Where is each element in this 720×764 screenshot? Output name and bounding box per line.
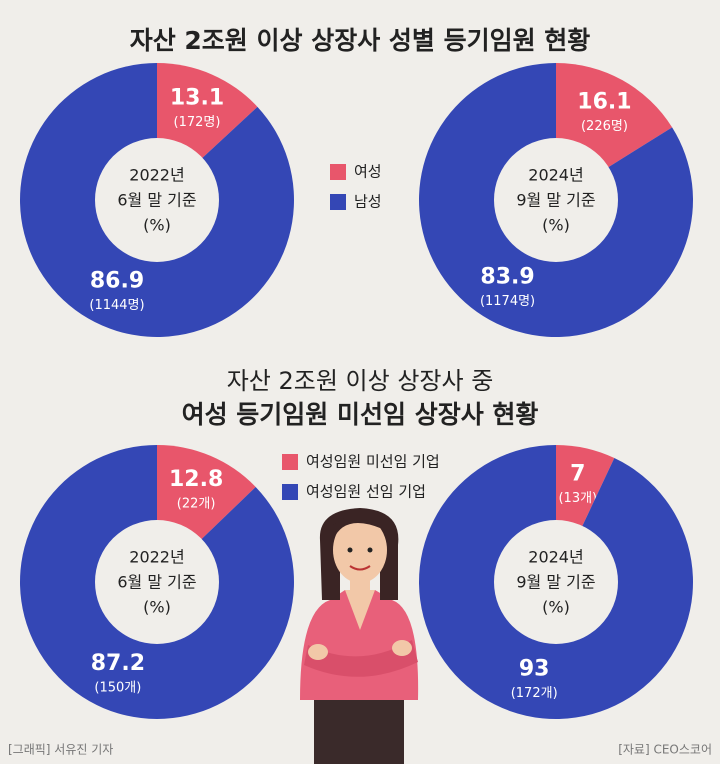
value-label: 12.8 bbox=[169, 467, 223, 492]
donut-hole bbox=[494, 520, 618, 644]
legend-label: 여성 bbox=[354, 163, 382, 181]
count-label: (172개) bbox=[511, 686, 558, 701]
center-label: 2022년 bbox=[129, 548, 184, 567]
donut-hole bbox=[95, 520, 219, 644]
center-label: 2024년 bbox=[528, 166, 583, 185]
center-label: 9월 말 기준 bbox=[516, 191, 595, 210]
value-label: 93 bbox=[519, 657, 550, 682]
center-label: 9월 말 기준 bbox=[516, 573, 595, 592]
count-label: (1144명) bbox=[89, 298, 144, 313]
heading: 자산 2조원 이상 상장사 중 bbox=[227, 367, 494, 395]
heading: 여성 등기임원 미선임 상장사 현황 bbox=[182, 400, 539, 429]
center-label: (%) bbox=[542, 216, 570, 235]
donut-hole bbox=[494, 138, 618, 262]
heading: 자산 2조원 이상 상장사 성별 등기임원 현황 bbox=[130, 26, 591, 55]
count-label: (150개) bbox=[94, 681, 141, 696]
center-label: 2022년 bbox=[129, 166, 184, 185]
value-label: 16.1 bbox=[577, 90, 631, 115]
count-label: (172명) bbox=[174, 115, 221, 130]
credit: [그래픽] 서유진 기자 bbox=[8, 743, 113, 757]
value-label: 86.9 bbox=[90, 269, 144, 294]
legend-swatch bbox=[282, 484, 298, 500]
legend-swatch bbox=[282, 454, 298, 470]
value-label: 83.9 bbox=[480, 264, 534, 289]
center-label: (%) bbox=[143, 216, 171, 235]
center-label: (%) bbox=[542, 598, 570, 617]
legend-swatch bbox=[330, 194, 346, 210]
count-label: (1174명) bbox=[480, 294, 535, 309]
donut-hole bbox=[95, 138, 219, 262]
person-illustration bbox=[300, 508, 419, 764]
center-label: (%) bbox=[143, 598, 171, 617]
center-label: 6월 말 기준 bbox=[117, 191, 196, 210]
center-label: 6월 말 기준 bbox=[117, 573, 196, 592]
legend-label: 여성임원 선임 기업 bbox=[306, 483, 426, 501]
value-label: 87.2 bbox=[91, 651, 145, 676]
count-label: (22개) bbox=[177, 496, 216, 511]
count-label: (226명) bbox=[581, 119, 628, 134]
legend-label: 여성임원 미선임 기업 bbox=[306, 453, 440, 471]
value-label: 7 bbox=[570, 461, 585, 486]
value-label: 13.1 bbox=[170, 85, 224, 110]
legend-label: 남성 bbox=[354, 193, 382, 211]
source: [자료] CEO스코어 bbox=[618, 743, 712, 757]
count-label: (13개) bbox=[558, 491, 597, 506]
center-label: 2024년 bbox=[528, 548, 583, 567]
legend-swatch bbox=[330, 164, 346, 180]
